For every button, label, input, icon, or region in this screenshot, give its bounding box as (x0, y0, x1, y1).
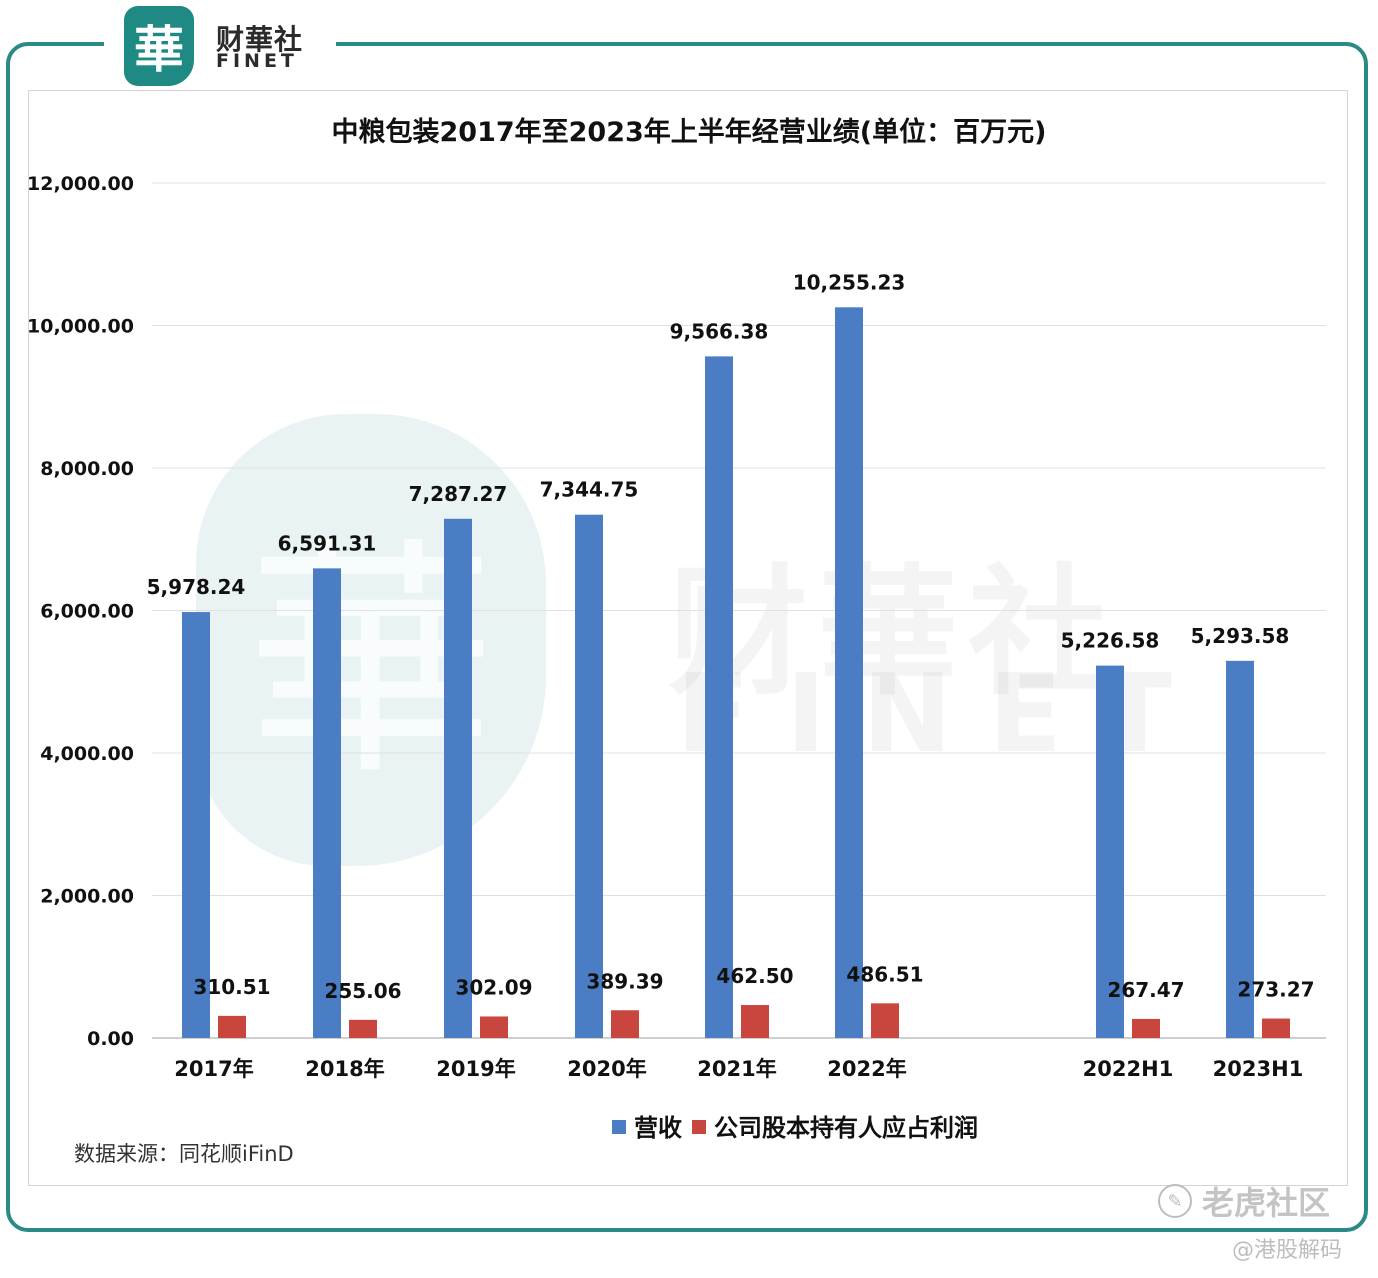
revenue-data-label: 7,344.75 (540, 478, 639, 502)
y-tick-label: 2,000.00 (40, 886, 134, 908)
revenue-bar (835, 307, 863, 1039)
profit-bar (611, 1010, 639, 1038)
source-note: 数据来源：同花顺iFinD (74, 1142, 294, 1166)
revenue-data-label: 7,287.27 (409, 482, 508, 506)
profit-data-label: 462.50 (716, 964, 793, 988)
x-category-label: 2022年 (827, 1057, 906, 1081)
brand-name-en: FINET (216, 50, 298, 72)
brand-name-cn: 财華社 (216, 23, 304, 56)
x-category-label: 2022H1 (1083, 1057, 1174, 1081)
y-tick-label: 8,000.00 (40, 458, 134, 480)
y-axis-ticks: 0.00 2,000.00 4,000.00 6,000.00 8,000.00 10,0… (27, 173, 134, 1050)
profit-bar (1132, 1018, 1160, 1038)
finet-logo: 華 (124, 6, 194, 86)
profit-bar (480, 1016, 508, 1038)
revenue-bar (575, 514, 603, 1038)
revenue-bar (444, 518, 472, 1038)
x-axis-labels: 2017年 2018年 2019年 2020年 2021年 2022年 2022H1 2023… (174, 1057, 1303, 1081)
legend-label-revenue: 营收 (634, 1114, 682, 1142)
revenue-data-label: 5,226.58 (1061, 629, 1160, 653)
profit-bar (218, 1015, 246, 1038)
revenue-bar (1096, 665, 1124, 1038)
y-tick-label: 10,000.00 (27, 316, 134, 338)
y-tick-label: 0.00 (87, 1028, 134, 1050)
y-tick-label: 12,000.00 (27, 173, 134, 195)
y-tick-label: 6,000.00 (40, 601, 134, 623)
profit-bar (349, 1019, 377, 1038)
chart-area (28, 90, 1348, 1186)
revenue-data-label: 5,978.24 (147, 575, 246, 599)
x-category-label: 2020年 (567, 1057, 646, 1081)
watermark-text-en: FINET (676, 652, 1208, 777)
chart-title: 中粮包装2017年至2023年上半年经营业绩(单位：百万元) (331, 117, 1047, 148)
x-category-label: 2018年 (305, 1057, 384, 1081)
y-tick-label: 4,000.00 (40, 743, 134, 765)
watermark-text-cn: 财華社 (668, 552, 1119, 715)
profit-bar (871, 1003, 899, 1038)
profit-data-label: 255.06 (324, 979, 401, 1003)
x-category-label: 2023H1 (1213, 1057, 1304, 1081)
revenue-data-label: 9,566.38 (670, 319, 769, 343)
chart-frame (6, 42, 1368, 1232)
profit-bar (1262, 1018, 1290, 1038)
legend: 营收 公司股本持有人应占利润 (612, 1114, 978, 1142)
revenue-data-label: 6,591.31 (278, 531, 377, 555)
platform-watermark-text: 老虎社区 (1202, 1184, 1331, 1222)
revenue-data-label: 5,293.58 (1191, 624, 1290, 648)
revenue-bar (182, 612, 210, 1038)
profit-bar (741, 1005, 769, 1038)
x-category-label: 2021年 (697, 1057, 776, 1081)
revenue-bar (1226, 660, 1254, 1038)
profit-data-label: 389.39 (586, 969, 663, 993)
revenue-bar (705, 356, 733, 1039)
profit-data-label: 267.47 (1107, 978, 1184, 1002)
author-watermark: @港股解码 (1232, 1238, 1343, 1263)
tiger-community-icon: ✎ (1158, 1184, 1192, 1218)
revenue-data-label: 10,255.23 (793, 270, 906, 294)
platform-watermark: ✎ 老虎社区 (1158, 1178, 1330, 1224)
legend-swatch-revenue (612, 1120, 626, 1134)
legend-label-profit: 公司股本持有人应占利润 (714, 1114, 978, 1142)
legend-swatch-profit (692, 1120, 706, 1134)
data-labels: 5,978.24 310.51 6,591.31 255.06 7,287.27 302.… (147, 270, 1315, 1003)
profit-data-label: 486.51 (846, 962, 923, 986)
x-category-label: 2019年 (436, 1057, 515, 1081)
profit-data-label: 302.09 (455, 975, 532, 999)
profit-data-label: 310.51 (193, 975, 270, 999)
revenue-bar (313, 568, 341, 1038)
profit-data-label: 273.27 (1237, 978, 1314, 1002)
grid-lines (152, 182, 1326, 1039)
bars (182, 307, 1290, 1039)
x-category-label: 2017年 (174, 1057, 253, 1081)
